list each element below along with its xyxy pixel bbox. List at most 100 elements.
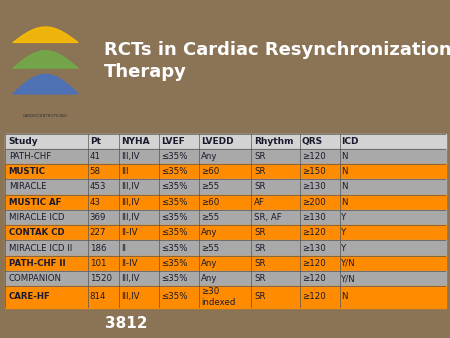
Text: ≤35%: ≤35% [161,213,187,222]
Text: SR: SR [254,292,266,301]
Text: ≤35%: ≤35% [161,228,187,237]
Text: N: N [341,183,348,191]
Bar [4,286,446,308]
Text: PATH-CHF II: PATH-CHF II [9,259,65,268]
Text: Any: Any [201,152,218,161]
Text: ≥130: ≥130 [302,213,326,222]
Text: ≤35%: ≤35% [161,183,187,191]
Text: SR: SR [254,244,266,252]
Text: III,IV: III,IV [121,292,140,301]
Text: MIRACLE: MIRACLE [9,183,46,191]
Text: ICD: ICD [341,137,359,146]
Text: N: N [341,152,348,161]
Text: 227: 227 [90,228,106,237]
Bar [4,134,446,149]
Text: 41: 41 [90,152,101,161]
Text: LVEF: LVEF [161,137,184,146]
Text: SR: SR [254,152,266,161]
Text: 453: 453 [90,183,106,191]
Text: AF: AF [254,198,265,207]
Text: ≤35%: ≤35% [161,198,187,207]
Text: SR: SR [254,167,266,176]
Text: ≤35%: ≤35% [161,274,187,283]
Text: III,IV: III,IV [121,183,140,191]
Bar [4,164,446,179]
Text: ≥60: ≥60 [201,198,220,207]
Text: ≤35%: ≤35% [161,259,187,268]
Text: ≥55: ≥55 [201,244,220,252]
Text: II: II [121,244,126,252]
Text: RCTs in Cardiac Resynchronization
Therapy: RCTs in Cardiac Resynchronization Therap… [104,41,450,81]
Text: CARDIOCENTROTICINO: CARDIOCENTROTICINO [22,114,68,118]
Text: 58: 58 [90,167,101,176]
Text: ≥120: ≥120 [302,152,326,161]
Text: 1520: 1520 [90,274,112,283]
Bar [4,256,446,271]
Text: 101: 101 [90,259,106,268]
Text: N: N [341,198,348,207]
Text: ≥130: ≥130 [302,183,326,191]
Text: ≥120: ≥120 [302,228,326,237]
Text: ≥30
indexed: ≥30 indexed [201,287,235,307]
Text: ≥200: ≥200 [302,198,326,207]
Text: II-IV: II-IV [121,259,138,268]
Text: QRS: QRS [302,137,323,146]
Text: CARE-HF: CARE-HF [9,292,50,301]
Text: Y/N: Y/N [341,274,356,283]
Text: ≥60: ≥60 [201,167,220,176]
Text: ≥130: ≥130 [302,244,326,252]
Text: N: N [341,167,348,176]
Text: COMPANION: COMPANION [9,274,62,283]
Text: NYHA: NYHA [121,137,150,146]
Bar [4,271,446,286]
Text: Y: Y [341,228,346,237]
Text: III,IV: III,IV [121,152,140,161]
Text: 186: 186 [90,244,106,252]
Text: SR: SR [254,183,266,191]
Text: Any: Any [201,259,218,268]
Text: ≥150: ≥150 [302,167,326,176]
Bar [4,225,446,240]
Bar [4,179,446,195]
Text: ≤35%: ≤35% [161,152,187,161]
Text: PATH-CHF: PATH-CHF [9,152,51,161]
Text: ≤35%: ≤35% [161,244,187,252]
Text: III: III [121,167,129,176]
Text: III,IV: III,IV [121,198,140,207]
Text: MUSTIC AF: MUSTIC AF [9,198,61,207]
Text: 43: 43 [90,198,101,207]
Text: SR: SR [254,228,266,237]
Text: III,IV: III,IV [121,213,140,222]
Text: LVEDD: LVEDD [201,137,234,146]
Text: SR: SR [254,274,266,283]
Text: Y: Y [341,213,346,222]
Text: ≥120: ≥120 [302,259,326,268]
Text: 3812: 3812 [105,316,147,331]
Text: II-IV: II-IV [121,228,138,237]
Bar [4,149,446,164]
Text: SR: SR [254,259,266,268]
Text: Any: Any [201,274,218,283]
Text: 814: 814 [90,292,106,301]
Bar [4,240,446,256]
Bar [4,210,446,225]
Text: MIRACLE ICD II: MIRACLE ICD II [9,244,72,252]
Text: ≥55: ≥55 [201,213,220,222]
Text: ≤35%: ≤35% [161,292,187,301]
Bar [4,195,446,210]
Text: Any: Any [201,228,218,237]
Text: MUSTIC: MUSTIC [9,167,46,176]
Text: Y: Y [341,244,346,252]
Text: CONTAK CD: CONTAK CD [9,228,64,237]
Text: MIRACLE ICD: MIRACLE ICD [9,213,64,222]
Text: ≤35%: ≤35% [161,167,187,176]
Text: ≥55: ≥55 [201,183,220,191]
Text: Y/N: Y/N [341,259,356,268]
Text: Pt: Pt [90,137,101,146]
Text: ≥120: ≥120 [302,292,326,301]
Text: ≥120: ≥120 [302,274,326,283]
Text: N: N [341,292,348,301]
Text: 369: 369 [90,213,106,222]
Text: Study: Study [9,137,38,146]
Text: Rhythm: Rhythm [254,137,293,146]
